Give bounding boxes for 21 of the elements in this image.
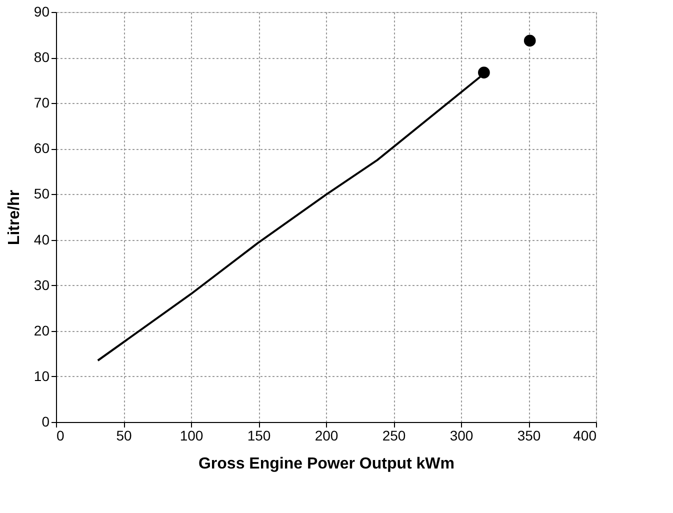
- y-tick-label: 20: [34, 322, 50, 338]
- x-tick-label: 250: [382, 428, 406, 444]
- y-tick-label: 10: [34, 368, 50, 384]
- x-tick-label: 50: [116, 428, 132, 444]
- x-tick-label: 200: [314, 428, 338, 444]
- y-tick-label: 40: [34, 231, 50, 248]
- x-tick-label: 400: [573, 428, 597, 444]
- y-tick-label: 60: [34, 140, 50, 156]
- y-tick-label: 80: [34, 49, 50, 66]
- x-tick-label: 150: [247, 428, 271, 444]
- x-tick-label: 300: [450, 428, 474, 444]
- y-tick-label: 0: [42, 414, 50, 430]
- x-tick-label: 100: [180, 428, 204, 444]
- x-tick-label: 0: [56, 428, 64, 444]
- x-axis-title: Gross Engine Power Output kWm: [198, 456, 455, 472]
- y-tick-label: 50: [34, 186, 50, 202]
- y-tick-label: 90: [34, 4, 50, 20]
- y-axis-title: Litre/hr: [6, 190, 23, 246]
- y-tick-label: 30: [34, 276, 50, 293]
- x-tick-label: 350: [517, 428, 541, 444]
- y-tick-label: 70: [34, 94, 50, 111]
